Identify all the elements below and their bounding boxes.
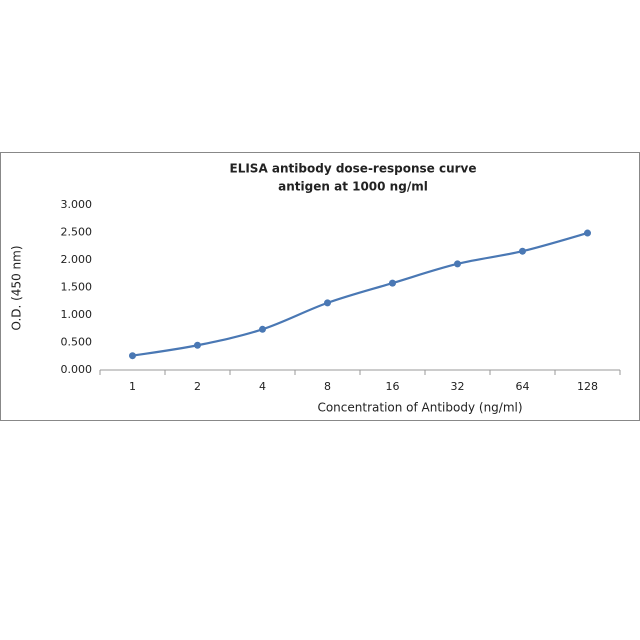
data-point xyxy=(519,247,526,255)
chart-subtitle: antigen at 1000 ng/ml xyxy=(278,180,428,194)
data-point xyxy=(324,299,331,307)
data-point xyxy=(389,279,396,287)
y-tick-label: 2.000 xyxy=(61,253,93,266)
x-tick-label: 1 xyxy=(129,380,136,393)
data-point xyxy=(129,352,136,360)
data-point xyxy=(584,229,591,237)
y-tick-label: 0.500 xyxy=(61,336,93,349)
y-tick-label: 1.000 xyxy=(61,308,93,321)
data-point xyxy=(194,341,201,349)
data-point xyxy=(454,260,461,268)
x-tick-label: 8 xyxy=(324,380,331,393)
data-point xyxy=(259,325,266,333)
y-tick-label: 3.000 xyxy=(61,198,93,211)
y-tick-label: 1.500 xyxy=(61,281,93,294)
x-tick-label: 4 xyxy=(259,380,266,393)
chart-title: ELISA antibody dose-response curve xyxy=(230,162,477,176)
x-tick-label: 128 xyxy=(577,380,598,393)
x-axis-label: Concentration of Antibody (ng/ml) xyxy=(317,401,522,415)
x-tick-label: 16 xyxy=(386,380,400,393)
y-tick-label: 2.500 xyxy=(61,226,93,239)
series-line xyxy=(132,231,588,357)
x-tick-label: 64 xyxy=(516,380,530,393)
y-axis-label: O.D. (450 nm) xyxy=(10,245,24,330)
x-tick-label: 2 xyxy=(194,380,201,393)
x-tick-label: 32 xyxy=(451,380,465,393)
chart-frame xyxy=(0,152,640,421)
y-tick-label: 0.000 xyxy=(61,363,93,376)
